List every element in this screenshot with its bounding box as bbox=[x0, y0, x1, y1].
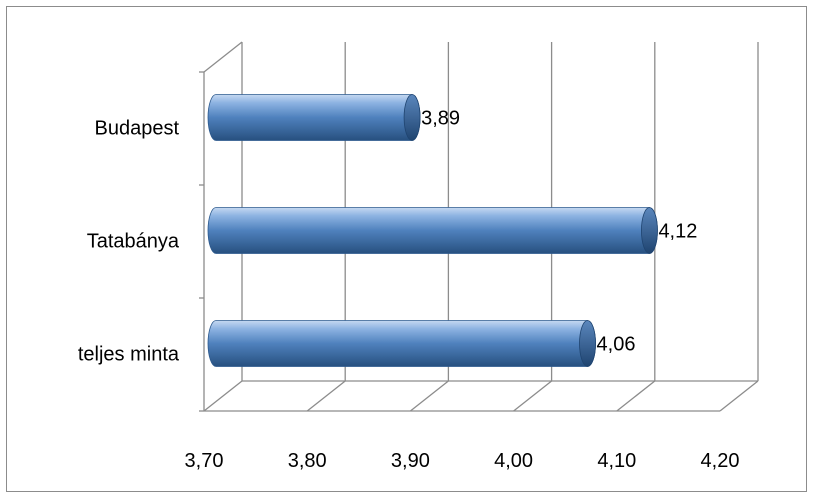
category-label: teljes minta bbox=[78, 344, 180, 366]
x-tick-labels: 3,70 3,80 3,90 4,00 4,10 4,20 bbox=[185, 450, 740, 472]
data-label: 4,06 bbox=[597, 334, 636, 356]
x-tick-label: 4,20 bbox=[701, 450, 740, 472]
bar-body bbox=[207, 207, 658, 254]
floor-gridline bbox=[513, 380, 553, 412]
x-tick-label: 4,10 bbox=[597, 450, 636, 472]
x-tick-label: 3,90 bbox=[391, 450, 430, 472]
x-tick-label: 3,80 bbox=[288, 450, 327, 472]
floor-gridline bbox=[203, 380, 243, 412]
bar bbox=[207, 94, 421, 141]
data-label: 3,89 bbox=[421, 108, 460, 130]
category-label: Budapest bbox=[94, 118, 179, 140]
x-tick-label: 3,70 bbox=[185, 450, 224, 472]
category-labels: Budapest Tatabánya teljes minta bbox=[78, 118, 180, 366]
floor-gridline bbox=[719, 380, 759, 412]
data-label: 4,12 bbox=[658, 221, 697, 243]
bar bbox=[207, 320, 596, 367]
side-wall-top-edge bbox=[203, 41, 243, 73]
category-label: Tatabánya bbox=[87, 231, 180, 253]
bar-body bbox=[207, 94, 421, 141]
bars bbox=[207, 94, 658, 367]
bar-end-cap bbox=[641, 207, 658, 254]
bar-body bbox=[207, 320, 596, 367]
x-tick-label: 4,00 bbox=[494, 450, 533, 472]
floor-gridline bbox=[409, 380, 449, 412]
bar-end-cap bbox=[579, 320, 596, 367]
floor-gridline bbox=[306, 380, 346, 412]
data-labels: 3,89 4,12 4,06 bbox=[421, 108, 697, 356]
axis-lines bbox=[199, 41, 758, 412]
bar bbox=[207, 207, 658, 254]
bar-end-cap bbox=[403, 94, 421, 141]
floor-gridline bbox=[616, 380, 656, 412]
